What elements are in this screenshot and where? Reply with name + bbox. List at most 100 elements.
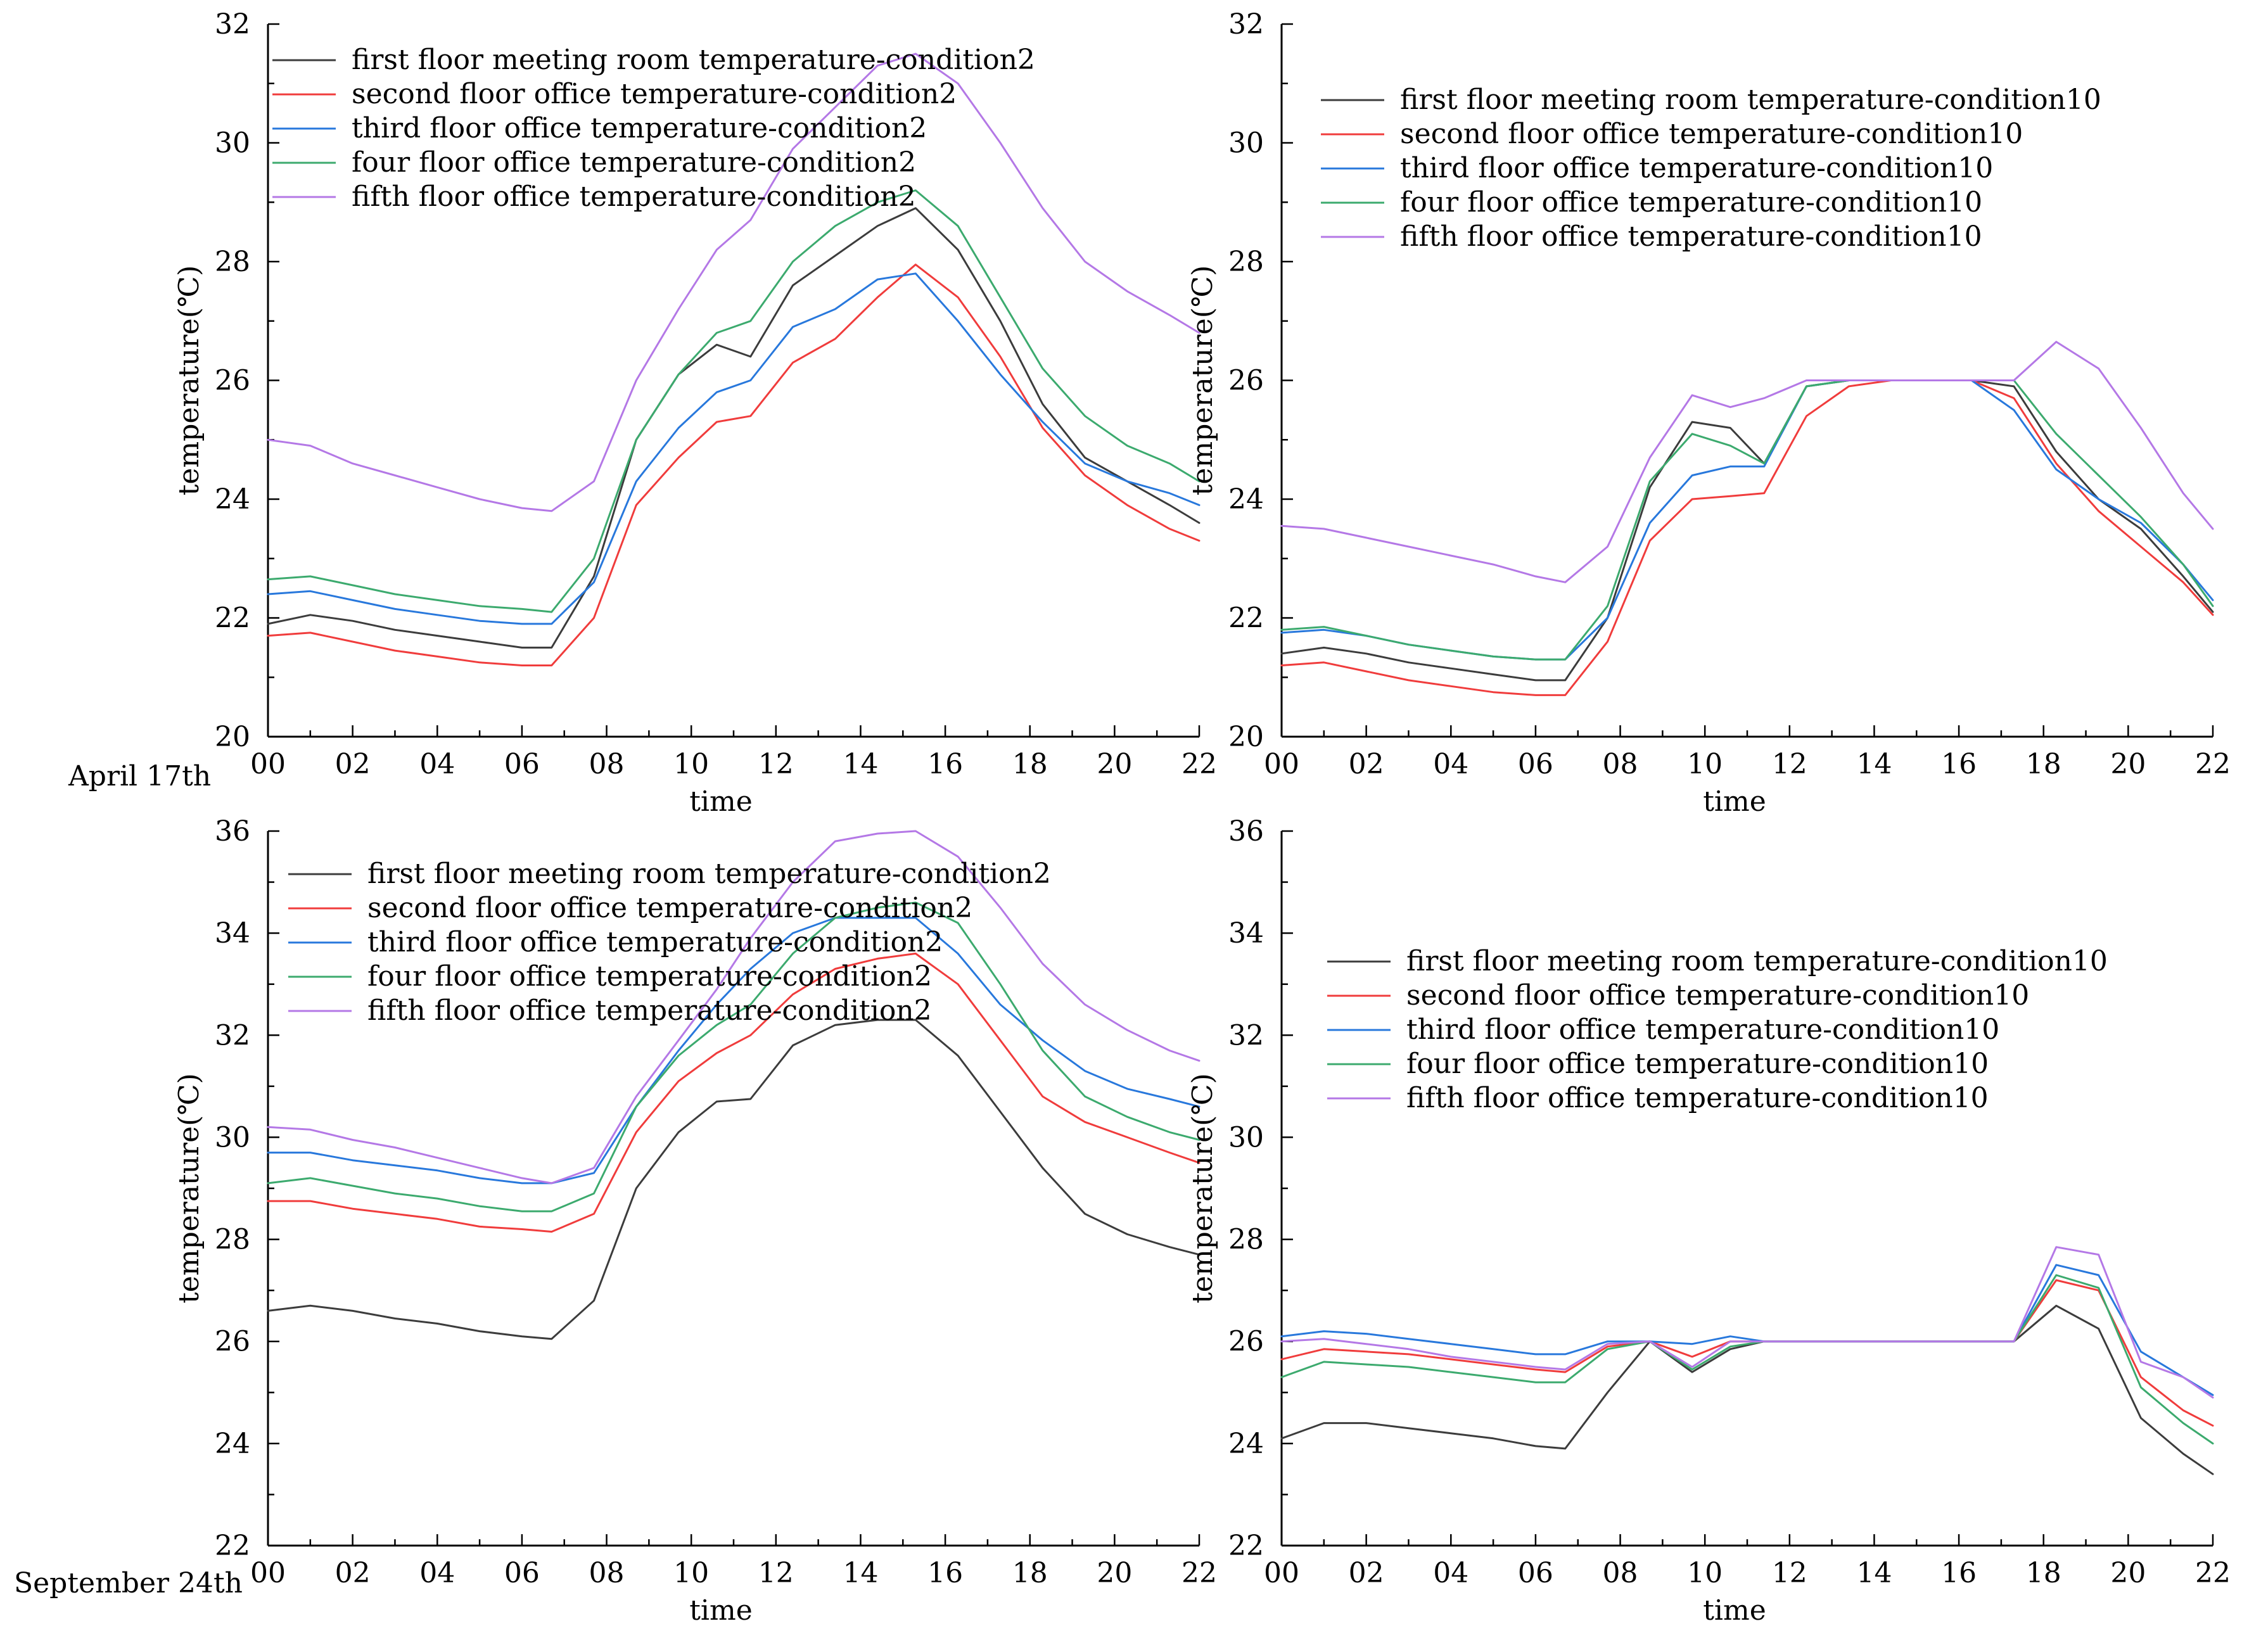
legend-label: second floor office temperature-conditio…	[367, 892, 972, 924]
x-tick-label: 00	[250, 748, 286, 780]
y-axis-title: temperature(℃)	[173, 1073, 205, 1304]
y-tick-label: 32	[1228, 1019, 1264, 1052]
y-tick-label: 24	[215, 483, 250, 516]
legend-label: four floor office temperature-condition2	[352, 146, 916, 179]
series-line-1	[267, 207, 1201, 649]
x-tick-label: 18	[2026, 748, 2061, 780]
panel-april-condition10: 00 02 04 06 08 10 12 14 16 18 20 22 20 22 24 26 28 30 32 ti…	[1187, 8, 2231, 818]
y-tick-label: 24	[1228, 483, 1264, 516]
legend-label: four floor office temperature-condition1…	[1400, 186, 1982, 219]
row-label-april: April 17th	[68, 760, 211, 792]
x-axis-title: time	[1703, 1594, 1766, 1627]
series-line-3	[267, 272, 1201, 625]
x-tick-label: 22	[2195, 1557, 2231, 1589]
series-line-2	[267, 264, 1201, 666]
x-axis-title: time	[689, 785, 753, 818]
panel-september-condition10: 00 02 04 06 08 10 12 14 16 18 20 22 22 24 26 28 30 32 34 36…	[1187, 815, 2231, 1627]
row-label-september: September 24th	[14, 1567, 243, 1599]
y-tick-label: 32	[1228, 8, 1264, 41]
legend-label: second floor office temperature-conditio…	[1400, 118, 2023, 150]
x-tick-label: 06	[504, 1557, 540, 1589]
x-tick-label: 08	[589, 1557, 625, 1589]
x-tick-label: 04	[1433, 748, 1468, 780]
y-tick-label: 36	[1228, 815, 1264, 848]
y-tick-label: 28	[215, 246, 250, 278]
y-tick-label: 28	[215, 1224, 250, 1256]
x-tick-label: 18	[1012, 1557, 1048, 1589]
x-tick-label: 06	[1518, 1557, 1553, 1589]
y-tick-label: 30	[215, 1121, 250, 1153]
x-tick-label: 06	[504, 748, 540, 780]
series-line-2	[1280, 379, 2214, 696]
legend-label: first floor meeting room temperature-con…	[1400, 84, 2101, 116]
x-tick-label: 22	[1182, 748, 1217, 780]
legend-label: first floor meeting room temperature-con…	[1406, 945, 2108, 977]
y-tick-label: 26	[1228, 1326, 1264, 1358]
x-tick-label: 14	[1856, 748, 1892, 780]
x-tick-label: 12	[1772, 748, 1807, 780]
x-axis-title: time	[1703, 785, 1766, 818]
x-tick-label: 22	[2195, 748, 2231, 780]
x-tick-label: 12	[758, 748, 794, 780]
x-tick-label: 02	[1349, 1557, 1384, 1589]
series-line-5	[267, 830, 1201, 1185]
series-line-3	[1280, 1264, 2214, 1396]
legend-label: four floor office temperature-condition1…	[1406, 1048, 1989, 1080]
x-tick-label: 10	[673, 1557, 709, 1589]
y-tick-label: 30	[215, 127, 250, 160]
x-tick-label: 00	[1264, 748, 1299, 780]
y-tick-label: 36	[215, 815, 250, 848]
legend-label: second floor office temperature-conditio…	[352, 78, 957, 110]
legend-label: first floor meeting room temperature-con…	[352, 44, 1035, 76]
panel-april-condition2: 00 02 04 06 08 10 12 14 16 18 20 22 20 22 24 26 28 30 32 ti…	[173, 8, 1217, 818]
series-line-4	[267, 901, 1201, 1212]
y-tick-label: 32	[215, 1019, 250, 1052]
y-tick-label: 26	[215, 365, 250, 397]
y-axis-title: temperature(℃)	[173, 265, 205, 496]
legend-label: fifth floor office temperature-condition…	[367, 994, 932, 1027]
y-tick-label: 34	[215, 917, 250, 950]
series-line-2	[267, 952, 1201, 1233]
x-tick-label: 10	[1687, 748, 1723, 780]
y-tick-label: 30	[1228, 127, 1264, 160]
legend-label: third floor office temperature-condition…	[1400, 152, 1993, 184]
y-tick-label: 22	[1228, 602, 1264, 635]
series-line-5	[1280, 341, 2214, 583]
series-line-4	[1280, 379, 2214, 661]
legend-label: fifth floor office temperature-condition…	[1400, 220, 1982, 253]
x-tick-label: 02	[1349, 748, 1384, 780]
x-tick-label: 08	[1603, 1557, 1638, 1589]
x-tick-label: 00	[1264, 1557, 1299, 1589]
x-tick-label: 12	[758, 1557, 794, 1589]
legend-label: second floor office temperature-conditio…	[1406, 979, 2029, 1012]
y-tick-label: 22	[1228, 1530, 1264, 1562]
y-tick-label: 26	[215, 1326, 250, 1358]
panel-september-condition2: 00 02 04 06 08 10 12 14 16 18 20 22 22 24 26 28 30 32 34 36…	[173, 815, 1217, 1627]
x-tick-label: 14	[1856, 1557, 1892, 1589]
x-tick-label: 02	[335, 748, 371, 780]
x-tick-label: 12	[1772, 1557, 1807, 1589]
y-tick-label: 20	[215, 721, 250, 753]
x-tick-label: 14	[843, 748, 878, 780]
y-tick-label: 28	[1228, 246, 1264, 278]
x-tick-label: 20	[2110, 748, 2146, 780]
x-tick-label: 08	[1603, 748, 1638, 780]
legend-label: four floor office temperature-condition2	[367, 960, 932, 993]
series-line-1	[1280, 379, 2214, 682]
x-tick-label: 18	[2026, 1557, 2061, 1589]
y-tick-label: 22	[215, 1530, 250, 1562]
series-line-1	[1280, 1304, 2214, 1475]
series-line-3	[267, 917, 1201, 1185]
y-tick-label: 24	[1228, 1428, 1264, 1460]
y-tick-label: 20	[1228, 721, 1264, 753]
x-tick-label: 08	[589, 748, 625, 780]
y-tick-label: 32	[215, 8, 250, 41]
series-line-5	[1280, 1246, 2214, 1399]
series-line-1	[267, 1019, 1201, 1340]
y-tick-label: 28	[1228, 1224, 1264, 1256]
x-tick-label: 20	[1097, 1557, 1132, 1589]
x-tick-label: 14	[843, 1557, 878, 1589]
x-tick-label: 04	[1433, 1557, 1468, 1589]
y-tick-label: 34	[1228, 917, 1264, 950]
